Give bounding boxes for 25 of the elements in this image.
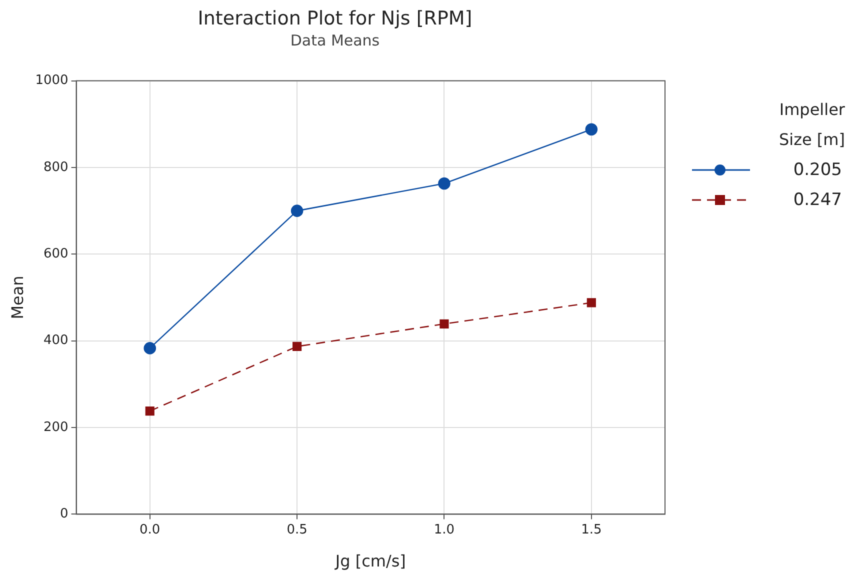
legend-title: Impeller Size [m] bbox=[778, 99, 845, 151]
point bbox=[438, 177, 450, 190]
y-tick-label: 1000 bbox=[35, 73, 68, 88]
y-tick-label: 200 bbox=[43, 420, 68, 435]
x-tick-label: 0.5 bbox=[286, 522, 308, 538]
point bbox=[585, 123, 598, 136]
y-tick-label: 800 bbox=[43, 160, 68, 175]
point bbox=[586, 298, 596, 308]
chart-title: Interaction Plot for Njs [RPM] bbox=[198, 7, 472, 30]
y-tick-label: 0 bbox=[60, 506, 68, 522]
text: 0.205 bbox=[793, 160, 842, 180]
point bbox=[290, 204, 304, 217]
x-tick-label: 1.5 bbox=[581, 522, 602, 538]
point bbox=[144, 342, 156, 354]
chart-subtitle: Data Means bbox=[290, 32, 380, 50]
x-axis-title: Jg [cm/s] bbox=[334, 552, 406, 571]
text: 0.247 bbox=[793, 190, 842, 210]
x-tick-label: 1.0 bbox=[434, 522, 455, 538]
x-tick-label: 0.0 bbox=[140, 522, 160, 538]
point bbox=[292, 342, 302, 352]
point bbox=[145, 406, 154, 416]
point bbox=[440, 319, 449, 328]
y-tick-label: 600 bbox=[43, 246, 68, 262]
y-axis-title: Mean bbox=[8, 276, 27, 320]
y-tick-label: 400 bbox=[43, 333, 68, 348]
